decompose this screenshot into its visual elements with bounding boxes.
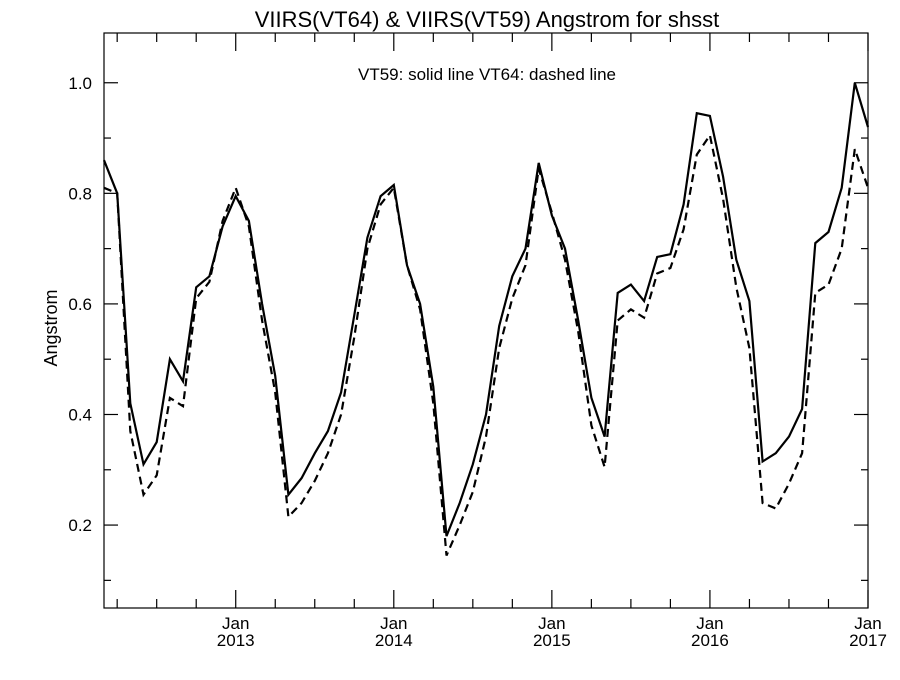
x-tick-label: Jan — [380, 614, 407, 633]
x-tick-label-year: 2014 — [375, 631, 413, 650]
y-tick-label: 0.6 — [68, 295, 92, 314]
series-line-vt64 — [103, 132, 870, 556]
x-tick-label-year: 2013 — [217, 631, 255, 650]
series-line-vt59 — [102, 82, 870, 537]
axes-layer: 0.20.40.60.81.0Jan2013Jan2014Jan2015Jan2… — [68, 32, 887, 650]
y-tick-label: 1.0 — [68, 74, 92, 93]
y-axis-label: Angstrom — [41, 289, 61, 366]
plot-frame — [103, 32, 869, 609]
x-tick-label: Jan — [222, 614, 249, 633]
y-tick-label: 0.8 — [68, 184, 92, 203]
legend-annotation: VT59: solid line VT64: dashed line — [358, 65, 616, 84]
series-layer — [102, 82, 870, 556]
x-tick-label: Jan — [696, 614, 723, 633]
x-tick-label: Jan — [538, 614, 565, 633]
x-tick-label-year: 2017 — [849, 631, 887, 650]
chart-title: VIIRS(VT64) & VIIRS(VT59) Angstrom for s… — [255, 7, 720, 32]
x-tick-label-year: 2016 — [691, 631, 729, 650]
y-tick-label: 0.4 — [68, 405, 92, 424]
y-tick-label: 0.2 — [68, 516, 92, 535]
x-tick-label-year: 2015 — [533, 631, 571, 650]
x-tick-label: Jan — [854, 614, 881, 633]
